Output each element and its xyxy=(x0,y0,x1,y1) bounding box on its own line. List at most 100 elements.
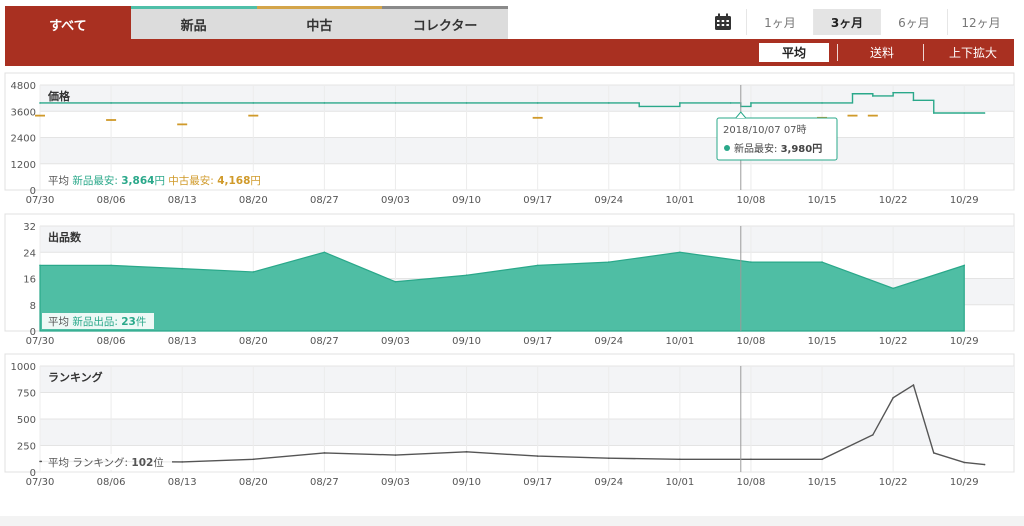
data-point xyxy=(607,457,610,460)
data-point xyxy=(729,102,732,104)
x-tick-label: 09/03 xyxy=(381,336,410,347)
tab-all[interactable]: すべて xyxy=(5,6,131,39)
data-point xyxy=(821,458,823,461)
data-point xyxy=(252,114,255,117)
data-point xyxy=(821,102,823,104)
average-label: 平均 新品最安: 3,864円 中古最安: 4,168円 xyxy=(48,174,261,187)
data-point xyxy=(679,458,681,461)
tab-used[interactable]: 中古 xyxy=(256,6,383,39)
grid-band xyxy=(40,419,1014,446)
zoom-button[interactable]: 上下拡大 xyxy=(948,46,997,60)
x-tick-label: 10/29 xyxy=(950,336,979,347)
average-box xyxy=(42,172,264,188)
option-divider xyxy=(923,44,924,61)
tooltip-bullet xyxy=(724,145,730,151)
data-point xyxy=(892,287,894,290)
x-tick-label: 10/15 xyxy=(808,195,837,206)
data-point xyxy=(394,280,397,283)
x-tick-label: 10/22 xyxy=(879,336,908,347)
data-point xyxy=(750,458,752,461)
data-point xyxy=(932,112,935,114)
calendar-icon[interactable] xyxy=(708,9,738,35)
x-tick-label: 09/17 xyxy=(523,336,552,347)
x-tick-label: 10/22 xyxy=(879,477,908,488)
range-1month[interactable]: 1ヶ月 xyxy=(746,9,813,35)
data-point xyxy=(110,119,112,121)
x-tick-label: 08/20 xyxy=(239,195,268,206)
y-tick-label: 500 xyxy=(17,415,36,426)
x-tick-label: 08/27 xyxy=(310,336,339,347)
y-tick-label: 32 xyxy=(23,222,36,233)
y-tick-label: 16 xyxy=(23,275,36,286)
y-tick-label: 4800 xyxy=(11,81,36,92)
data-point xyxy=(983,112,986,114)
range-3month[interactable]: 3ヶ月 xyxy=(813,9,880,35)
chart-title: ランキング xyxy=(48,370,103,384)
x-tick-label: 09/10 xyxy=(452,336,481,347)
data-point xyxy=(181,267,183,270)
series-line-ランキング xyxy=(40,383,985,466)
x-tick-label: 09/03 xyxy=(381,477,410,488)
options-bar: 平均 送料 上下拡大 xyxy=(5,39,1014,66)
data-point xyxy=(679,102,681,104)
tab-new[interactable]: 新品 xyxy=(130,6,257,39)
data-point xyxy=(679,251,681,254)
x-tick-label: 09/10 xyxy=(452,477,481,488)
data-point xyxy=(872,114,874,117)
data-point xyxy=(252,102,255,104)
x-tick-label: 10/29 xyxy=(950,477,979,488)
grid-band xyxy=(40,137,1014,164)
x-tick-label: 09/24 xyxy=(594,195,623,206)
average-label: 平均 新品出品: 23件 xyxy=(48,315,146,328)
data-point xyxy=(536,264,539,267)
data-point xyxy=(963,112,966,114)
data-point xyxy=(607,102,610,104)
data-point xyxy=(536,102,539,104)
x-tick-label: 09/24 xyxy=(594,477,623,488)
data-point xyxy=(872,434,874,436)
footer-strip xyxy=(0,516,1024,526)
x-tick-label: 08/06 xyxy=(97,336,126,347)
option-divider xyxy=(837,44,838,61)
x-tick-label: 08/06 xyxy=(97,477,126,488)
range-12month[interactable]: 12ヶ月 xyxy=(947,9,1014,35)
data-point xyxy=(851,114,854,117)
data-point xyxy=(821,261,823,263)
x-tick-label: 10/01 xyxy=(665,195,694,206)
data-point xyxy=(110,264,112,267)
data-point xyxy=(181,123,183,126)
y-tick-label: 0 xyxy=(30,327,36,338)
average-button[interactable]: 平均 xyxy=(759,43,829,62)
data-point xyxy=(912,99,915,102)
range-selector: 1ヶ月 3ヶ月 6ヶ月 12ヶ月 xyxy=(708,8,1014,36)
data-point xyxy=(465,451,468,453)
y-tick-label: 0 xyxy=(30,186,36,197)
y-tick-label: 0 xyxy=(30,468,36,479)
average-box xyxy=(42,313,154,329)
shipping-button[interactable]: 送料 xyxy=(869,46,894,60)
x-tick-label: 07/30 xyxy=(26,336,55,347)
data-point xyxy=(465,274,468,277)
tooltip-arrow xyxy=(735,111,747,119)
x-tick-label: 09/24 xyxy=(594,336,623,347)
data-point xyxy=(39,460,41,463)
x-tick-label: 07/30 xyxy=(26,195,55,206)
x-tick-label: 08/27 xyxy=(310,195,339,206)
y-tick-label: 250 xyxy=(17,442,36,453)
data-point xyxy=(750,102,752,104)
tab-collector[interactable]: コレクター xyxy=(382,6,508,39)
x-tick-label: 08/13 xyxy=(168,195,197,206)
chart-title: 出品数 xyxy=(48,230,82,244)
grid-band xyxy=(40,366,1014,393)
range-6month[interactable]: 6ヶ月 xyxy=(880,9,947,35)
x-tick-label: 10/01 xyxy=(665,477,694,488)
x-tick-label: 08/13 xyxy=(168,336,197,347)
x-tick-label: 10/08 xyxy=(737,195,766,206)
data-point xyxy=(110,102,112,104)
y-tick-label: 24 xyxy=(23,248,36,259)
x-tick-label: 08/20 xyxy=(239,477,268,488)
data-point xyxy=(252,458,255,461)
x-tick-label: 10/22 xyxy=(879,195,908,206)
y-tick-label: 8 xyxy=(30,301,36,312)
data-point xyxy=(323,452,326,454)
